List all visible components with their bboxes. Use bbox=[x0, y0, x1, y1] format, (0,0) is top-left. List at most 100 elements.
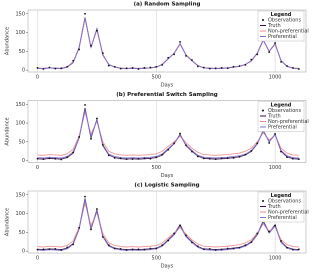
x-axis-label: Days bbox=[161, 83, 174, 89]
observation-point bbox=[196, 155, 199, 158]
y-axis-label: Abundance bbox=[5, 208, 11, 236]
observation-point bbox=[226, 247, 229, 250]
observation-point bbox=[250, 58, 253, 61]
observation-point bbox=[143, 157, 146, 160]
observation-point bbox=[238, 65, 241, 67]
legend-symbol bbox=[262, 200, 264, 202]
legend: LegendObservationsTruthNon-preferentialP… bbox=[257, 101, 309, 132]
observation-point bbox=[297, 68, 300, 70]
observation-point bbox=[155, 65, 158, 68]
legend-symbol bbox=[262, 19, 264, 21]
observation-point bbox=[101, 52, 104, 55]
y-tick-label: 50 bbox=[19, 49, 25, 55]
observation-point bbox=[202, 248, 205, 251]
observation-point bbox=[167, 56, 170, 59]
legend-symbol bbox=[262, 109, 264, 112]
observation-point bbox=[54, 67, 57, 70]
observation-point bbox=[191, 241, 193, 244]
series-line bbox=[37, 109, 299, 159]
observation-point bbox=[214, 67, 217, 70]
observation-point bbox=[244, 244, 247, 247]
observation-point bbox=[208, 157, 211, 160]
observation-point bbox=[131, 66, 134, 69]
observation-point bbox=[280, 60, 282, 63]
observation-point bbox=[286, 246, 288, 249]
x-tick-label: 1000 bbox=[269, 256, 282, 262]
legend-label: Non-preferential bbox=[268, 29, 309, 35]
observation-point bbox=[274, 224, 277, 227]
observation-point bbox=[244, 153, 247, 156]
x-tick-label: 500 bbox=[152, 75, 162, 81]
observation-point bbox=[274, 42, 277, 44]
observation-point bbox=[107, 244, 110, 247]
observation-point bbox=[256, 232, 259, 235]
observation-point bbox=[90, 228, 92, 231]
observation-point bbox=[274, 133, 277, 135]
legend-label: Truth bbox=[267, 204, 281, 210]
observation-point bbox=[232, 247, 235, 250]
observation-point bbox=[161, 153, 164, 156]
observation-point bbox=[185, 234, 187, 237]
observation-point bbox=[191, 59, 193, 61]
observation-point bbox=[173, 232, 176, 235]
observation-point bbox=[286, 65, 288, 67]
observation-point bbox=[107, 64, 110, 67]
observation-point bbox=[202, 157, 205, 160]
observation-point bbox=[149, 247, 152, 250]
observation-point bbox=[292, 66, 294, 69]
observation-point bbox=[137, 248, 140, 251]
y-axis-label: Abundance bbox=[5, 27, 11, 55]
observation-point bbox=[286, 156, 288, 159]
observation-point bbox=[48, 248, 51, 251]
observation-point bbox=[54, 247, 57, 250]
observation-point bbox=[113, 247, 116, 250]
observation-point bbox=[72, 243, 75, 246]
observation-point bbox=[268, 142, 271, 144]
x-tick-label: 1000 bbox=[269, 75, 282, 81]
observation-point bbox=[66, 246, 69, 249]
x-axis-label: Days bbox=[161, 264, 174, 270]
legend-label: Observations bbox=[268, 18, 301, 24]
observation-point bbox=[161, 63, 164, 66]
observation-point bbox=[60, 249, 63, 251]
observation-point bbox=[78, 136, 80, 138]
observation-point bbox=[173, 53, 176, 56]
observation-point bbox=[280, 150, 282, 153]
observation-point bbox=[256, 142, 259, 145]
observation-point bbox=[208, 67, 211, 70]
observation-point bbox=[268, 230, 271, 233]
observation-point bbox=[131, 248, 134, 251]
x-tick-label: 0 bbox=[36, 256, 39, 262]
observation-point bbox=[113, 65, 116, 68]
observation-point bbox=[232, 157, 235, 159]
observation-point bbox=[214, 158, 217, 161]
observation-point bbox=[179, 224, 181, 227]
observation-point bbox=[250, 241, 253, 244]
observation-point bbox=[119, 157, 122, 160]
observation-point bbox=[167, 148, 170, 151]
observation-point bbox=[297, 248, 300, 251]
y-axis-label: Abundance bbox=[5, 117, 11, 145]
observation-point bbox=[131, 158, 134, 161]
observation-point bbox=[214, 249, 217, 251]
observation-point bbox=[280, 240, 282, 242]
x-tick-label: 0 bbox=[36, 165, 39, 171]
observation-point bbox=[155, 156, 158, 159]
observation-point bbox=[256, 53, 259, 56]
observation-point bbox=[90, 137, 92, 140]
legend: LegendObservationsTruthNon-preferentialP… bbox=[257, 10, 309, 42]
observation-point bbox=[238, 155, 241, 158]
observation-point bbox=[96, 208, 98, 210]
observation-point bbox=[268, 51, 271, 53]
observation-point bbox=[149, 66, 152, 69]
y-tick-label: 100 bbox=[15, 30, 25, 36]
observation-point bbox=[179, 132, 181, 135]
observation-point bbox=[244, 63, 247, 66]
x-tick-label: 500 bbox=[152, 165, 162, 171]
legend-label: Observations bbox=[268, 108, 301, 114]
observation-point bbox=[191, 150, 193, 153]
observation-point bbox=[208, 247, 211, 250]
panel-title: (b) Preferential Switch Sampling bbox=[116, 92, 218, 98]
observation-point bbox=[220, 66, 223, 69]
legend-label: Truth bbox=[267, 23, 281, 29]
